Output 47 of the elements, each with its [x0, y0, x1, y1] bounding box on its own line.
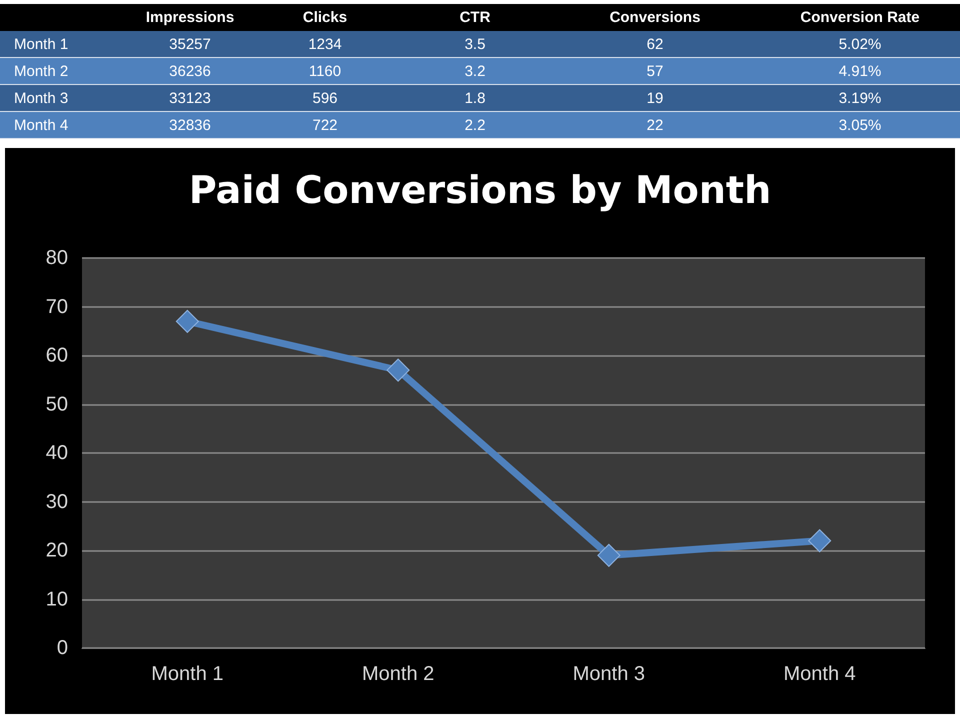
- category-label: Month 4: [0, 112, 130, 138]
- chart-title: Paid Conversions by Month: [188, 168, 772, 212]
- data-label: 722: [250, 112, 400, 138]
- data-label: 5.02%: [760, 31, 960, 58]
- category-label: Month 3: [0, 84, 130, 112]
- y-tick-label: 10: [46, 588, 68, 610]
- data-label: 3.5: [400, 31, 550, 58]
- data-label: 57: [550, 58, 760, 84]
- series-label: Conversion Rate: [760, 4, 960, 31]
- series-label: CTR: [400, 4, 550, 31]
- series-label: Clicks: [250, 4, 400, 31]
- y-tick-label: 40: [46, 442, 68, 464]
- category-label: Month 1: [0, 31, 130, 58]
- y-tick-label: 50: [46, 393, 68, 416]
- point: [597, 544, 620, 567]
- y-tick-label: 0: [56, 637, 68, 659]
- data-label: 35257: [130, 31, 250, 58]
- y-tick-label: 70: [46, 296, 68, 318]
- point: [176, 310, 199, 333]
- data-label: 33123: [130, 84, 250, 112]
- data-label: 19: [550, 84, 760, 112]
- y-tick-label: 30: [46, 490, 68, 513]
- x-tick-label: Month 2: [362, 663, 434, 685]
- data-label: 2.2: [400, 112, 550, 138]
- data-label: 36236: [130, 58, 250, 84]
- data-label: 4.91%: [760, 58, 960, 84]
- x-tick-label: Month 4: [783, 663, 856, 685]
- series-label: Impressions: [130, 4, 250, 31]
- data-label: 3.2: [400, 58, 550, 84]
- data-label: 32836: [130, 112, 250, 138]
- y-tick-label: 20: [46, 540, 68, 562]
- point: [808, 529, 832, 552]
- x-tick-label: Month 3: [572, 663, 646, 685]
- point: [386, 358, 410, 382]
- category-label: Month 2: [0, 58, 130, 84]
- data-label: 3.19%: [760, 84, 960, 112]
- y-tick-label: 80: [46, 247, 68, 269]
- x-tick-label: Month 1: [151, 663, 224, 685]
- series-label: Conversions: [550, 4, 760, 31]
- data-label: 1160: [250, 58, 400, 84]
- data-label: 1234: [250, 31, 400, 58]
- data-label: 1.8: [400, 84, 550, 112]
- y-tick-label: 60: [46, 344, 68, 366]
- data-label: 62: [550, 31, 760, 58]
- data-label: 596: [250, 84, 400, 112]
- data-label: 3.05%: [760, 112, 960, 138]
- data-label: 22: [550, 112, 760, 138]
